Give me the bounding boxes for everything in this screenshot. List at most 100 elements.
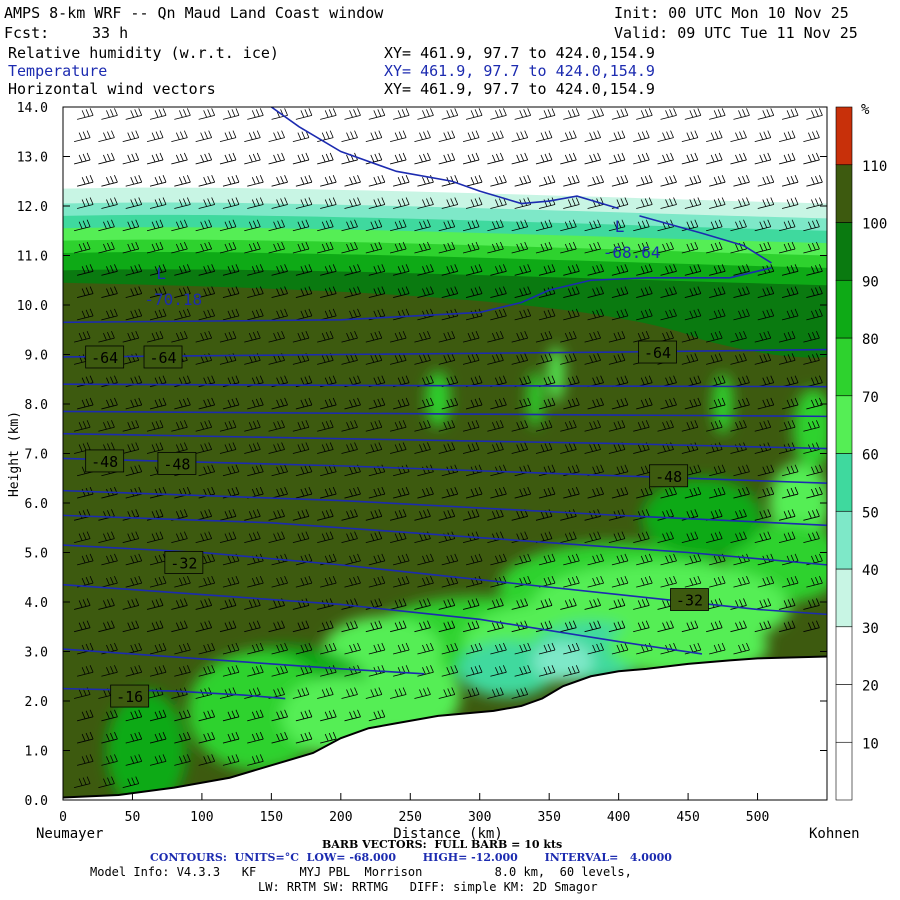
barb-stroke xyxy=(419,221,423,229)
barb-stroke xyxy=(224,444,229,452)
barb-stroke xyxy=(600,464,604,472)
barb-stroke xyxy=(203,199,208,207)
wind-barb xyxy=(684,175,702,187)
barb-stroke xyxy=(624,464,629,472)
wind-barb xyxy=(74,330,91,343)
barb-stroke xyxy=(284,375,288,383)
barb-stroke xyxy=(324,711,329,719)
barb-stroke xyxy=(377,265,382,273)
barb-stroke xyxy=(616,555,621,564)
barb-stroke xyxy=(341,515,358,521)
barb-stroke xyxy=(498,576,503,585)
barb-stroke xyxy=(162,709,167,717)
barb-stroke xyxy=(259,375,264,383)
barb-stroke xyxy=(430,642,434,651)
barb-stroke xyxy=(636,293,653,298)
wind-barb xyxy=(417,575,434,588)
x-tick-label: 250 xyxy=(399,810,422,825)
barb-stroke xyxy=(208,330,213,339)
wind-barb xyxy=(222,575,240,588)
barb-stroke xyxy=(527,175,532,183)
barb-stroke xyxy=(419,132,423,140)
barb-stroke xyxy=(645,420,650,428)
isotherm-label: -48 xyxy=(157,451,197,475)
wind-barb xyxy=(414,598,431,610)
barb-stroke xyxy=(228,532,233,540)
barb-stroke xyxy=(292,248,309,254)
barb-stroke xyxy=(111,442,115,450)
barb-stroke xyxy=(292,159,309,165)
barb-stroke xyxy=(790,287,795,295)
barb-stroke xyxy=(259,175,264,183)
wind-barb xyxy=(414,620,431,633)
barb-stroke xyxy=(211,665,216,673)
x-tick-label: 500 xyxy=(746,810,769,825)
barb-stroke xyxy=(178,310,183,319)
wind-barb xyxy=(393,553,410,566)
x-tick-label: 150 xyxy=(260,810,283,825)
barb-stroke xyxy=(669,287,673,295)
barb-stroke xyxy=(568,131,573,139)
wind-barb xyxy=(438,598,456,610)
wind-barb xyxy=(125,754,143,766)
barb-stroke xyxy=(721,197,726,205)
barb-stroke xyxy=(697,175,702,183)
barb-stroke xyxy=(277,443,281,451)
barb-stroke xyxy=(248,444,253,452)
wind-barb xyxy=(684,108,702,120)
barb-stroke xyxy=(790,176,795,184)
barb-stroke xyxy=(714,532,719,540)
barb-stroke xyxy=(328,643,333,652)
wind-barb xyxy=(125,286,143,298)
barb-stroke xyxy=(304,309,309,318)
barb-stroke xyxy=(673,286,677,294)
barb-stroke xyxy=(633,538,650,543)
barb-stroke xyxy=(689,399,694,408)
barb-stroke xyxy=(78,332,83,341)
barb-stroke xyxy=(341,694,358,699)
barb-stroke xyxy=(134,198,139,206)
barb-stroke xyxy=(743,152,747,161)
barb-stroke xyxy=(208,219,213,227)
barb-stroke xyxy=(759,332,764,341)
barb-stroke xyxy=(815,309,819,318)
barb-stroke xyxy=(276,377,280,385)
barb-stroke xyxy=(523,643,528,652)
barb-stroke xyxy=(231,710,236,718)
barb-stroke xyxy=(178,199,183,207)
barb-stroke xyxy=(670,531,674,539)
barb-stroke xyxy=(255,710,260,718)
barb-stroke xyxy=(374,688,379,696)
barb-stroke xyxy=(200,444,205,452)
barb-stroke xyxy=(693,309,698,318)
barb-stroke xyxy=(718,353,723,361)
isotherm-label-text: -64 xyxy=(149,349,176,367)
barb-stroke xyxy=(183,531,188,539)
barb-stroke xyxy=(203,310,208,319)
barb-stroke xyxy=(589,422,593,430)
barb-stroke xyxy=(125,671,142,677)
wind-barb xyxy=(171,620,188,633)
wind-barb xyxy=(462,509,480,521)
wind-barbs xyxy=(74,108,823,789)
barb-stroke xyxy=(451,152,456,161)
barb-stroke xyxy=(103,422,107,430)
barb-stroke xyxy=(341,337,358,343)
wind-barb xyxy=(268,509,285,521)
barb-stroke xyxy=(373,377,378,385)
wind-barb xyxy=(611,308,629,321)
barb-stroke xyxy=(597,241,601,250)
barb-stroke xyxy=(276,733,280,742)
barb-stroke xyxy=(584,337,601,343)
barb-stroke xyxy=(742,487,746,496)
barb-stroke xyxy=(328,487,333,496)
barb-stroke xyxy=(390,137,407,143)
wind-barb xyxy=(660,575,677,588)
barb-stroke xyxy=(175,154,180,163)
barb-stroke xyxy=(475,219,480,227)
barb-stroke xyxy=(608,426,626,432)
barb-stroke xyxy=(519,310,524,319)
wind-barb xyxy=(560,353,577,365)
barb-stroke xyxy=(162,264,167,272)
isotherm-label-box xyxy=(110,684,150,708)
